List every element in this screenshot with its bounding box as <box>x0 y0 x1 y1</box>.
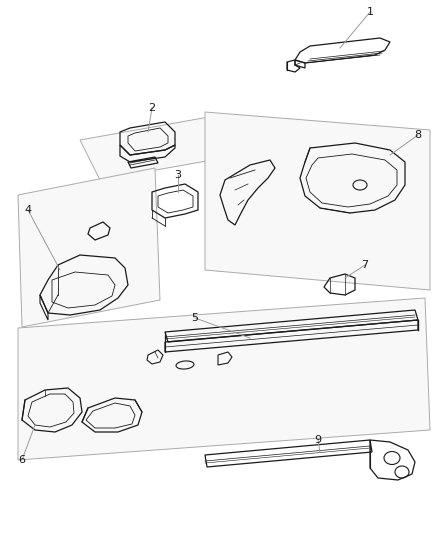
Text: 4: 4 <box>25 205 32 215</box>
Polygon shape <box>205 112 429 290</box>
Text: 5: 5 <box>191 313 198 323</box>
Polygon shape <box>18 168 159 327</box>
Text: 9: 9 <box>314 435 321 445</box>
Text: 3: 3 <box>174 170 181 180</box>
Text: 6: 6 <box>18 455 25 465</box>
Text: 8: 8 <box>413 130 420 140</box>
Text: 2: 2 <box>148 103 155 113</box>
Text: 7: 7 <box>360 260 368 270</box>
Text: 1: 1 <box>366 7 373 17</box>
Polygon shape <box>18 298 429 460</box>
Polygon shape <box>80 115 240 180</box>
